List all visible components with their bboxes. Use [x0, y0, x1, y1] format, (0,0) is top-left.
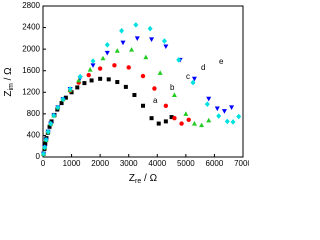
point — [45, 128, 51, 135]
point — [47, 124, 52, 129]
point — [169, 115, 174, 120]
point — [206, 117, 212, 123]
point — [132, 92, 137, 97]
y-tick-label: 400 — [27, 131, 41, 140]
x-tick-label: 0 — [41, 159, 46, 168]
y-tick-label: 1200 — [22, 87, 40, 96]
point — [42, 144, 48, 151]
point — [147, 25, 153, 32]
point — [41, 150, 47, 157]
point — [229, 105, 235, 110]
point — [104, 50, 110, 56]
point — [190, 79, 196, 86]
point — [86, 72, 91, 78]
point — [59, 101, 64, 106]
point — [120, 40, 126, 46]
annotation: b — [170, 83, 175, 92]
point — [157, 70, 163, 75]
point — [179, 121, 184, 126]
y-tick-label: 800 — [27, 109, 41, 118]
point — [149, 37, 155, 43]
annotation: a — [153, 96, 158, 105]
point — [171, 92, 177, 97]
point — [186, 117, 191, 122]
y-tick-label: 0 — [36, 152, 41, 161]
point — [98, 76, 103, 81]
point — [133, 22, 139, 28]
x-tick-label: 1000 — [63, 159, 81, 168]
point — [224, 118, 230, 125]
point — [112, 63, 117, 68]
point — [49, 119, 54, 124]
point — [183, 111, 189, 116]
point — [114, 48, 120, 53]
y-tick-label: 1600 — [22, 66, 40, 75]
point — [90, 63, 96, 68]
point — [191, 120, 197, 126]
x-tick-label: 2000 — [91, 159, 109, 168]
point — [115, 80, 120, 85]
point — [216, 113, 222, 119]
x-axis-label: Zre / Ω — [129, 173, 158, 185]
x-tick-label: 3000 — [120, 159, 138, 168]
point — [119, 28, 125, 34]
point — [163, 103, 169, 108]
point — [97, 66, 103, 71]
point — [172, 115, 177, 121]
point — [129, 47, 135, 52]
point — [60, 96, 66, 103]
point — [161, 38, 167, 44]
point — [204, 101, 210, 107]
point — [82, 81, 87, 86]
point — [76, 77, 82, 83]
point — [141, 103, 145, 108]
point — [163, 119, 168, 124]
point — [51, 112, 57, 119]
point — [106, 77, 111, 82]
point — [90, 58, 96, 64]
annotation: c — [186, 72, 190, 81]
y-tick-label: 2400 — [22, 23, 40, 32]
point — [191, 76, 197, 82]
point — [156, 121, 161, 126]
point — [152, 86, 157, 91]
point — [87, 67, 93, 72]
point — [140, 73, 146, 79]
point — [48, 120, 54, 127]
x-tick-label: 6000 — [206, 159, 224, 168]
point — [89, 78, 94, 83]
point — [100, 55, 106, 61]
point — [126, 65, 131, 70]
x-tick-label: 5000 — [177, 159, 195, 168]
point — [163, 44, 169, 50]
point — [55, 104, 61, 111]
point — [134, 36, 140, 41]
y-axis-label: Zim / Ω — [3, 67, 15, 97]
chart: Zre / Ω Zim / Ω 0 1000 2000 3000 4000 5000 600… — [3, 1, 249, 185]
point — [214, 106, 220, 112]
point — [63, 95, 68, 100]
point — [206, 96, 212, 102]
point — [77, 73, 83, 80]
y-tick-label: 2000 — [22, 44, 40, 53]
point — [104, 42, 110, 48]
point — [221, 109, 227, 114]
annotation: d — [201, 63, 205, 72]
annotation: e — [219, 57, 224, 66]
point — [176, 57, 182, 63]
point — [236, 113, 242, 120]
point — [43, 136, 49, 143]
point — [43, 141, 48, 146]
y-tick-label: 2800 — [22, 1, 40, 10]
point — [143, 54, 149, 60]
point — [67, 86, 73, 92]
point — [199, 122, 205, 128]
x-tick-label: 4000 — [148, 159, 166, 168]
point — [123, 84, 128, 89]
plot-frame — [42, 5, 244, 158]
point — [230, 119, 236, 125]
point — [75, 85, 80, 90]
point — [149, 116, 154, 121]
